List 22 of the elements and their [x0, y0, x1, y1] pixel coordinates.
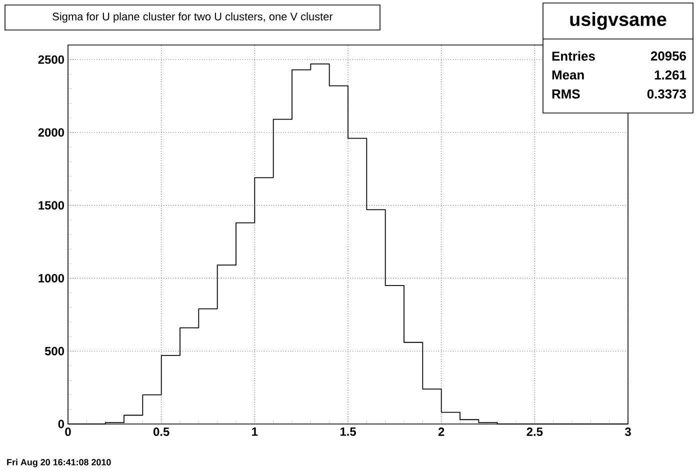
y-tick-label: 0 — [58, 420, 64, 428]
y-tick-label: 2500 — [38, 55, 64, 64]
x-tick-label: 1.5 — [340, 428, 356, 436]
annotation: Mean — [552, 70, 584, 80]
x-tick-label: 0.5 — [154, 428, 170, 436]
x-tick-label: 3 — [624, 428, 631, 436]
text: Fri Aug 20 16:41:08 2010 — [7, 458, 111, 468]
y-tick-label: 500 — [44, 346, 64, 356]
text: 1.261 — [654, 70, 686, 80]
y-tick-label: 2000 — [38, 128, 64, 137]
y-tick-label: 1500 — [38, 201, 64, 210]
chart-title: Sigma for U plane cluster for two U clusters, one V cluster — [52, 12, 333, 23]
text: 0.3373 — [647, 89, 686, 99]
annotation: Entries — [552, 51, 595, 61]
annotation: RMS — [552, 89, 580, 99]
x-tick-label: 0 — [65, 428, 71, 436]
x-tick-label: 1 — [252, 428, 258, 436]
text: 20956 — [650, 51, 686, 61]
x-tick-label: 2.5 — [526, 428, 543, 436]
y-tick-label: 1000 — [38, 274, 64, 282]
x-tick-label: 2 — [438, 428, 444, 436]
text: usigvsame — [570, 12, 666, 30]
